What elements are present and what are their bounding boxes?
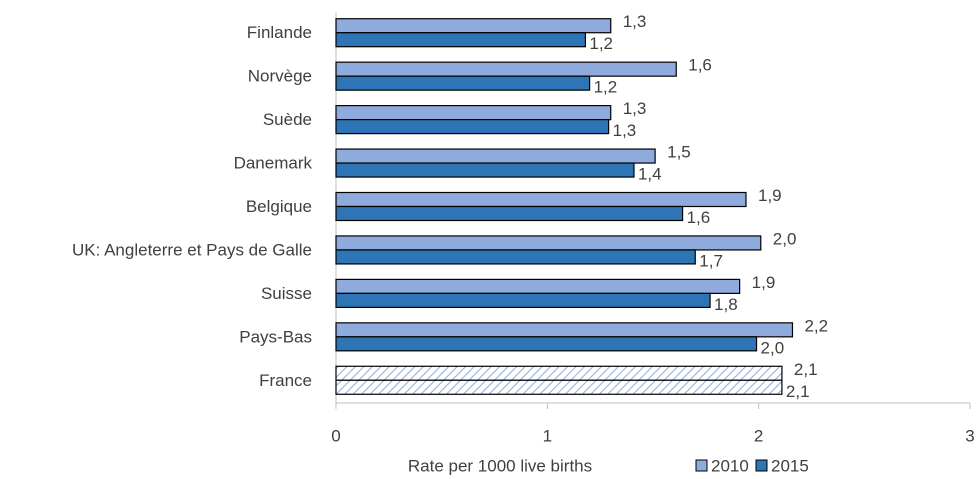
bar [335, 379, 783, 395]
bar [335, 365, 783, 381]
data-label: 1,5 [667, 143, 691, 162]
bar [335, 162, 635, 178]
bar [335, 235, 762, 251]
legend-swatch [695, 459, 708, 472]
data-label: 1,6 [688, 56, 712, 75]
x-tick-label: 1 [543, 426, 552, 445]
data-label: 2,0 [773, 229, 797, 248]
data-label: 2,2 [804, 316, 828, 335]
data-label: 1,3 [623, 99, 647, 118]
y-tick-label: Pays-Bas [239, 327, 312, 346]
bar [335, 336, 758, 352]
y-tick-label: UK: Angleterre et Pays de Galle [72, 240, 312, 259]
legend-swatch [755, 459, 768, 472]
data-label: 1,7 [699, 251, 723, 270]
bar [335, 322, 794, 338]
bar [335, 292, 711, 308]
legend-label: 2015 [771, 456, 809, 475]
bar [335, 191, 747, 208]
data-label: 1,4 [638, 165, 662, 184]
data-label: 2,0 [761, 338, 785, 357]
y-tick-label: Finlande [247, 23, 312, 42]
bar [335, 148, 656, 164]
data-label: 1,3 [623, 12, 647, 31]
data-label: 1,9 [752, 273, 776, 292]
x-tick-label: 2 [754, 426, 763, 445]
data-label: 1,3 [613, 121, 637, 140]
y-tick-label: Suède [263, 110, 312, 129]
data-label: 1,2 [589, 34, 613, 53]
y-tick-label: Belgique [246, 197, 312, 216]
bar [335, 205, 684, 222]
x-axis-title: Rate per 1000 live births [408, 456, 592, 475]
data-label: 1,9 [758, 186, 782, 205]
x-tick-label: 0 [331, 426, 340, 445]
bar [335, 75, 591, 91]
bar [335, 61, 677, 77]
x-tick-label: 3 [965, 426, 974, 445]
data-label: 1,6 [687, 208, 711, 227]
bar [335, 119, 610, 135]
bar [335, 105, 612, 121]
data-label: 1,8 [714, 295, 738, 314]
bar [335, 278, 741, 294]
y-tick-label: Suisse [261, 284, 312, 303]
bar [335, 249, 696, 265]
y-tick-label: France [259, 371, 312, 390]
data-label: 2,1 [786, 382, 810, 401]
legend-label: 2010 [711, 456, 749, 475]
y-tick-label: Norvège [248, 67, 312, 86]
bar [335, 32, 586, 48]
y-tick-label: Danemark [234, 154, 313, 173]
bar [335, 18, 612, 34]
data-label: 1,2 [594, 78, 618, 97]
data-label: 2,1 [794, 360, 818, 379]
